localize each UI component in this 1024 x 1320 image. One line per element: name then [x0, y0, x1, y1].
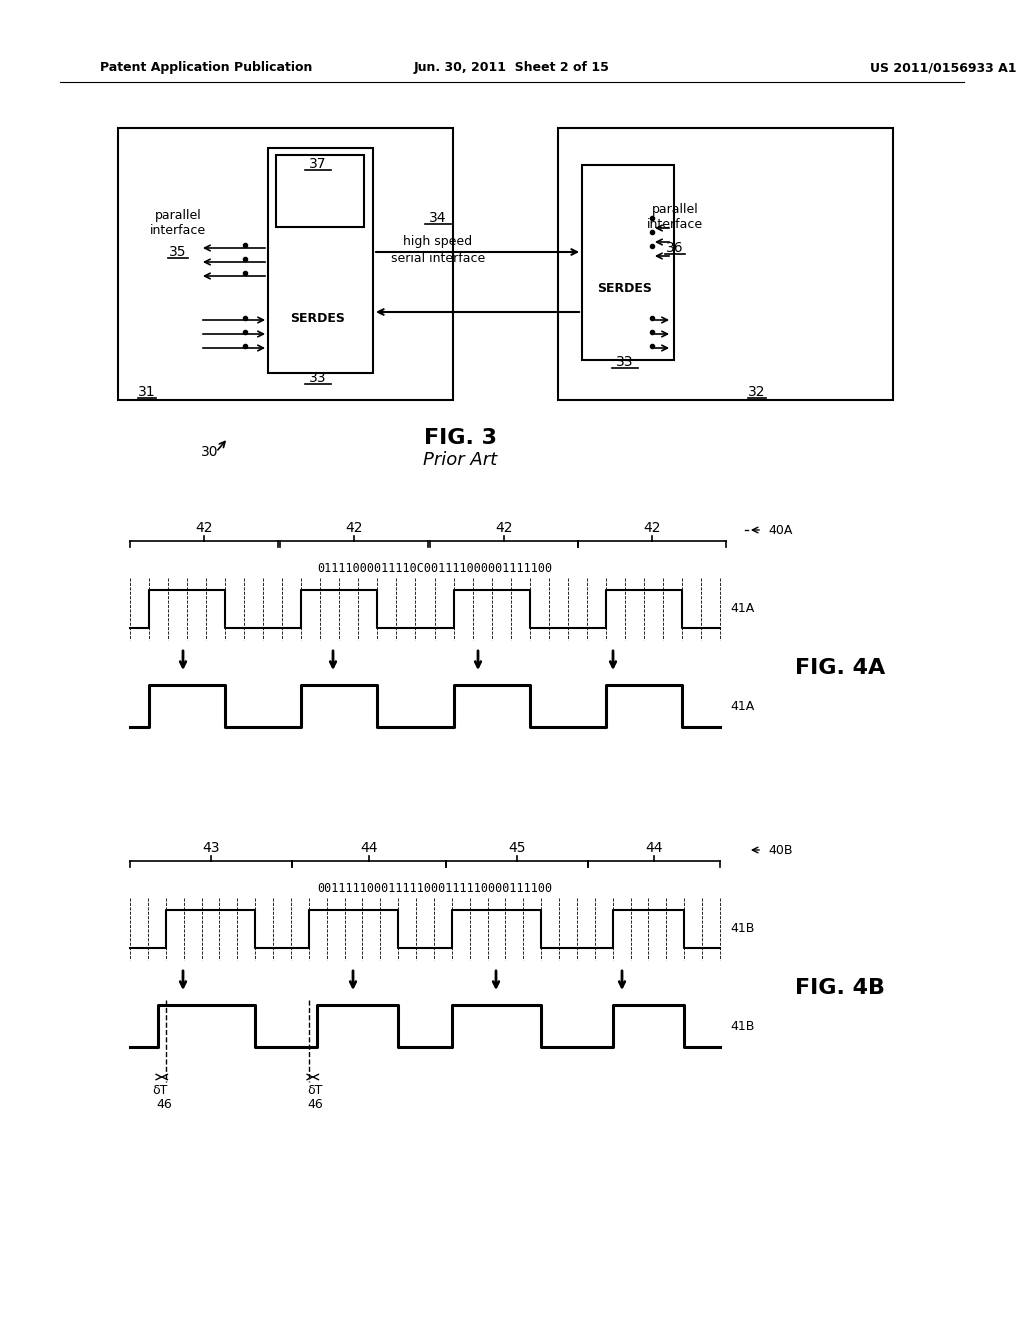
- Text: 41A: 41A: [730, 602, 755, 615]
- Text: 41B: 41B: [730, 923, 755, 936]
- Text: 01111000011110C001111000001111100: 01111000011110C001111000001111100: [317, 561, 553, 574]
- Bar: [276, 154, 364, 227]
- Text: 30: 30: [202, 445, 219, 459]
- Bar: [582, 165, 674, 360]
- Text: interface: interface: [647, 219, 703, 231]
- Text: 46: 46: [156, 1098, 172, 1111]
- Text: 41A: 41A: [730, 700, 755, 713]
- Text: parallel: parallel: [651, 203, 698, 216]
- Text: interface: interface: [150, 223, 206, 236]
- Text: δT: δT: [307, 1085, 323, 1097]
- Text: 40A: 40A: [768, 524, 793, 536]
- Text: 33: 33: [616, 355, 634, 370]
- Bar: [558, 128, 893, 400]
- Text: SERDES: SERDES: [291, 312, 345, 325]
- Text: 46: 46: [307, 1098, 323, 1111]
- Text: 40B: 40B: [768, 843, 793, 857]
- Bar: [118, 128, 453, 400]
- Text: δT: δT: [153, 1085, 168, 1097]
- Text: Prior Art: Prior Art: [423, 451, 497, 469]
- Text: 31: 31: [138, 385, 156, 399]
- Bar: [268, 148, 373, 374]
- Text: FIG. 4B: FIG. 4B: [795, 978, 885, 998]
- Text: 43: 43: [203, 841, 220, 855]
- Text: 35: 35: [169, 246, 186, 259]
- Text: serial interface: serial interface: [391, 252, 485, 264]
- Text: 33: 33: [309, 371, 327, 385]
- Text: 32: 32: [748, 385, 766, 399]
- Text: Patent Application Publication: Patent Application Publication: [100, 62, 312, 74]
- Text: parallel: parallel: [155, 209, 202, 222]
- Text: 41B: 41B: [730, 1019, 755, 1032]
- Text: 36: 36: [667, 242, 684, 255]
- Text: high speed: high speed: [403, 235, 472, 248]
- Text: 44: 44: [360, 841, 378, 855]
- Text: 44: 44: [645, 841, 663, 855]
- Text: 42: 42: [643, 521, 660, 535]
- Text: 37: 37: [309, 157, 327, 172]
- Text: FIG. 4A: FIG. 4A: [795, 657, 885, 678]
- Text: 42: 42: [496, 521, 513, 535]
- Text: 42: 42: [345, 521, 362, 535]
- Text: 45: 45: [508, 841, 525, 855]
- Text: 34: 34: [429, 211, 446, 224]
- Text: FIG. 3: FIG. 3: [424, 428, 497, 447]
- Text: Jun. 30, 2011  Sheet 2 of 15: Jun. 30, 2011 Sheet 2 of 15: [414, 62, 610, 74]
- Text: US 2011/0156933 A1: US 2011/0156933 A1: [870, 62, 1017, 74]
- Text: 001111100011111000111110000111100: 001111100011111000111110000111100: [317, 882, 553, 895]
- Text: 42: 42: [196, 521, 213, 535]
- Text: SERDES: SERDES: [598, 281, 652, 294]
